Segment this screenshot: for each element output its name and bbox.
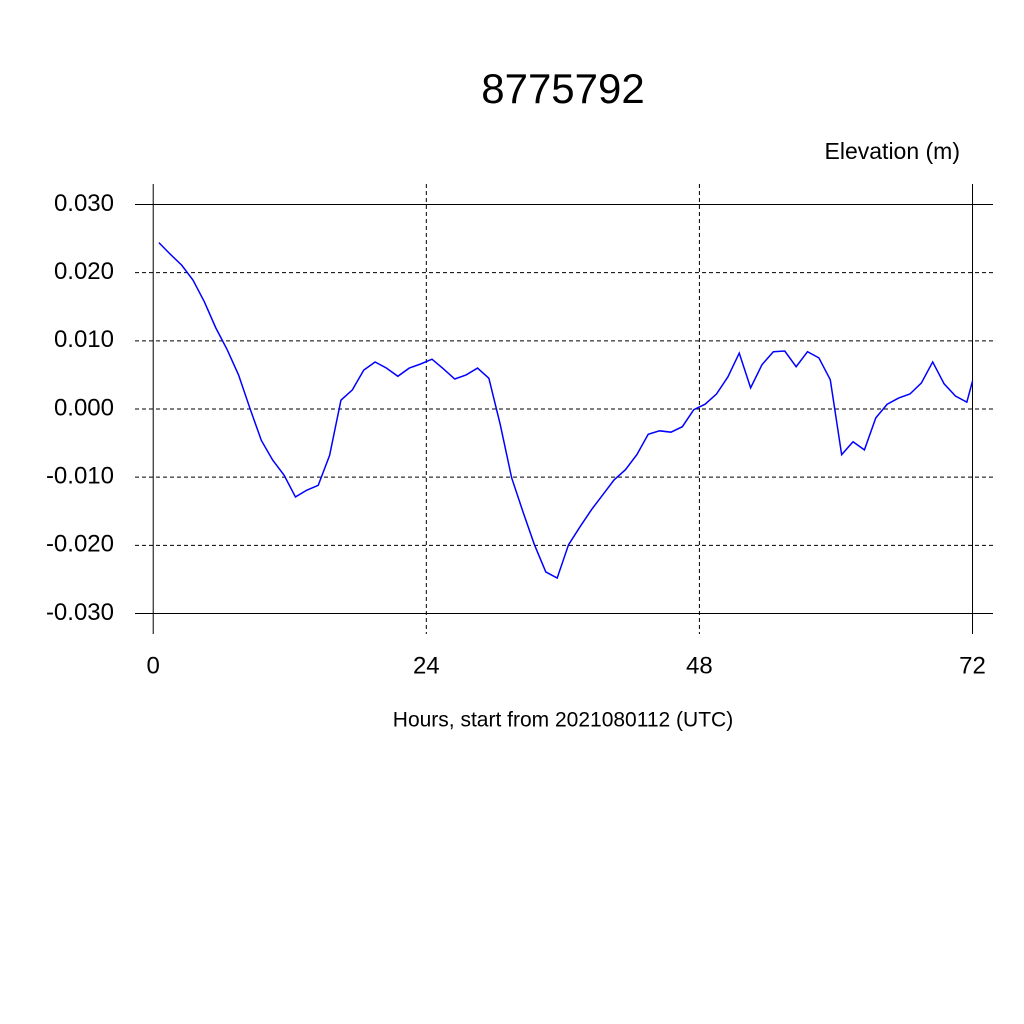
y-tick-label: 0.030 bbox=[54, 190, 114, 217]
y-tick-label: -0.020 bbox=[46, 531, 114, 558]
y-tick-label: 0.010 bbox=[54, 326, 114, 353]
x-tick-label: 72 bbox=[959, 652, 986, 679]
y-tick-label: 0.000 bbox=[54, 394, 114, 421]
y-tick-label: -0.030 bbox=[46, 599, 114, 626]
x-tick-label: 48 bbox=[686, 652, 713, 679]
data-line bbox=[158, 242, 974, 580]
x-tick-label: 24 bbox=[413, 652, 440, 679]
y-tick-label: 0.020 bbox=[54, 258, 114, 285]
x-tick-label: 0 bbox=[147, 652, 160, 679]
chart-title: 8775792 bbox=[481, 65, 645, 112]
y-tick-label: -0.010 bbox=[46, 463, 114, 490]
subtitle: Elevation (m) bbox=[825, 138, 960, 164]
x-axis-label: Hours, start from 2021080112 (UTC) bbox=[393, 709, 733, 732]
